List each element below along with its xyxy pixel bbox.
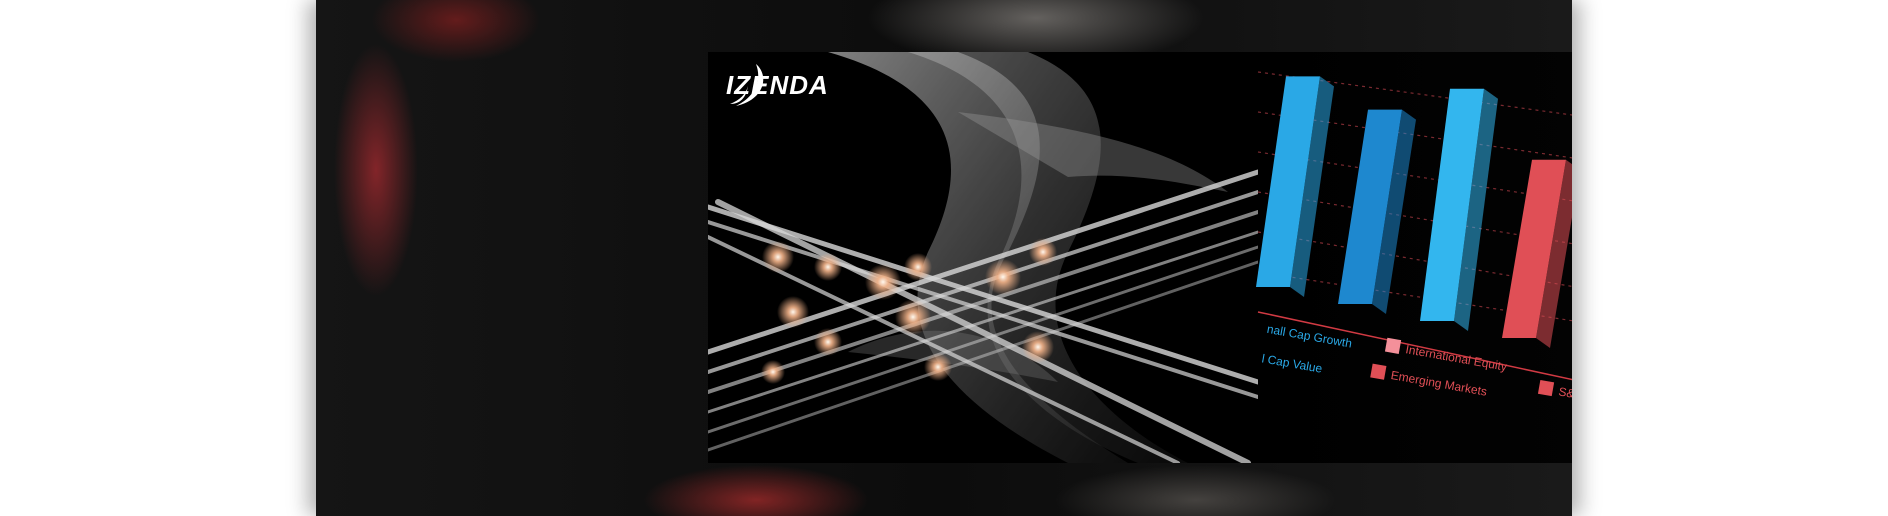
izenda-logo: IZENDA — [726, 60, 829, 110]
swoosh-logo-icon — [730, 64, 764, 106]
banner-graphic: nall Cap Growth l Cap Value Internationa… — [708, 52, 1572, 463]
banner-image: nall Cap Growth l Cap Value Internationa… — [708, 52, 1572, 463]
bar-side — [1454, 88, 1498, 331]
bar — [1420, 88, 1484, 321]
legend-swatch-emerging-markets — [1370, 363, 1387, 380]
legend-swatch-sp-500 — [1537, 379, 1555, 397]
bar — [1256, 76, 1320, 288]
image-frame: nall Cap Growth l Cap Value Internationa… — [316, 0, 1572, 516]
chart-bars — [1256, 76, 1572, 348]
bar-side — [1372, 109, 1416, 314]
bar-side — [1290, 76, 1334, 298]
legend-swatch-international-equity — [1384, 337, 1402, 354]
bar-side — [1536, 159, 1572, 348]
brand-name: IZENDA — [726, 69, 829, 100]
bar — [1338, 109, 1402, 304]
bar — [1502, 159, 1566, 338]
sparkles — [761, 238, 1057, 384]
chart-baseline — [1257, 311, 1572, 381]
